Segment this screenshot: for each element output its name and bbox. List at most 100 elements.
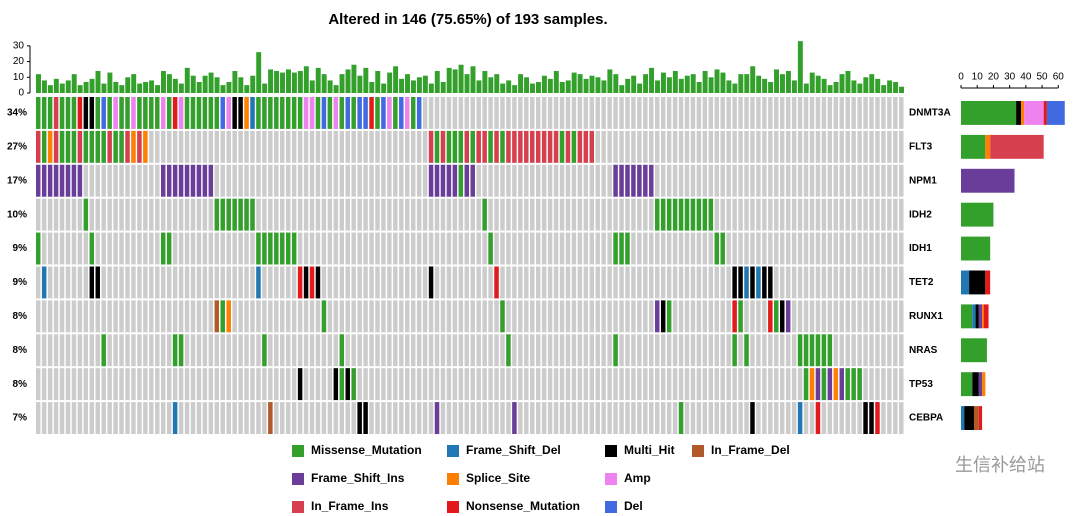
empty-cell [785,368,791,401]
empty-cell [125,232,130,265]
empty-cell [285,368,291,401]
empty-cell [553,232,559,265]
empty-cell [422,198,428,231]
empty-cell [351,232,356,265]
legend-swatch [447,501,459,513]
empty-cell [375,232,380,265]
gene-bar-segment [982,304,984,329]
empty-cell [714,198,719,231]
empty-cell [756,130,761,163]
empty-cell [726,266,731,299]
sample-bar [553,71,559,93]
empty-cell [839,97,844,129]
alteration-cell [291,97,297,129]
empty-cell [238,402,243,434]
empty-cell [619,198,624,231]
empty-cell [559,266,565,299]
sample-bar [845,71,851,93]
empty-cell [541,402,547,434]
empty-cell [613,402,618,434]
alteration-cell [512,130,517,163]
alteration-cell [512,402,517,434]
empty-cell [143,300,148,333]
alteration-cell [214,97,220,129]
empty-cell [899,266,904,299]
empty-cell [149,266,154,299]
empty-cell [833,232,839,265]
alteration-cell [202,164,208,197]
empty-cell [285,164,291,197]
alteration-cell [321,97,327,129]
empty-cell [589,402,594,434]
empty-cell [696,300,702,333]
empty-cell [47,232,53,265]
alteration-cell [464,164,469,197]
empty-cell [821,402,827,434]
empty-cell [440,402,446,434]
sample-bar [720,72,726,93]
empty-cell [744,130,749,163]
sample-bar [89,78,95,93]
empty-cell [684,300,690,333]
empty-cell [434,232,440,265]
empty-cell [803,402,809,434]
empty-cell [464,97,469,129]
empty-cell [595,300,600,333]
empty-cell [428,97,434,129]
empty-cell [518,300,523,333]
empty-cell [387,130,392,163]
alteration-cell [827,334,833,367]
gene-bar-segment [961,134,986,159]
empty-cell [684,334,690,367]
empty-cell [601,232,606,265]
empty-cell [750,300,755,333]
empty-cell [345,198,350,231]
empty-cell [660,97,666,129]
empty-cell [190,130,196,163]
empty-cell [83,300,89,333]
sample-bar [262,83,268,93]
alteration-cell [434,164,440,197]
sample-bar [726,80,732,93]
empty-cell [690,232,696,265]
empty-cell [524,164,529,197]
sample-bar [869,74,875,93]
empty-cell [660,334,666,367]
empty-cell [881,334,886,367]
gene-bar-segment [972,372,979,397]
sample-bar [649,67,655,93]
empty-cell [601,368,606,401]
alteration-cell [125,130,130,163]
empty-cell [446,266,452,299]
empty-cell [274,368,279,401]
alteration-cell [351,368,356,401]
empty-cell [643,368,648,401]
empty-cell [482,97,487,129]
empty-cell [857,232,862,265]
empty-cell [303,164,309,197]
empty-cell [274,300,279,333]
empty-cell [696,368,702,401]
sample-bar [196,82,202,93]
empty-cell [583,97,589,129]
sample-bar [232,71,238,93]
empty-cell [869,97,874,129]
empty-cell [672,266,678,299]
gene-name: RUNX1 [909,311,943,322]
empty-cell [208,300,214,333]
empty-cell [291,266,297,299]
empty-cell [327,266,333,299]
empty-cell [440,368,446,401]
sample-bar [470,66,476,93]
empty-cell [363,164,368,197]
empty-cell [440,266,446,299]
empty-cell [416,164,422,197]
empty-cell [268,300,273,333]
alteration-cell [750,402,755,434]
empty-cell [494,368,499,401]
empty-cell [184,198,190,231]
empty-cell [530,198,535,231]
empty-cell [547,198,553,231]
empty-cell [827,130,833,163]
empty-cell [875,266,880,299]
